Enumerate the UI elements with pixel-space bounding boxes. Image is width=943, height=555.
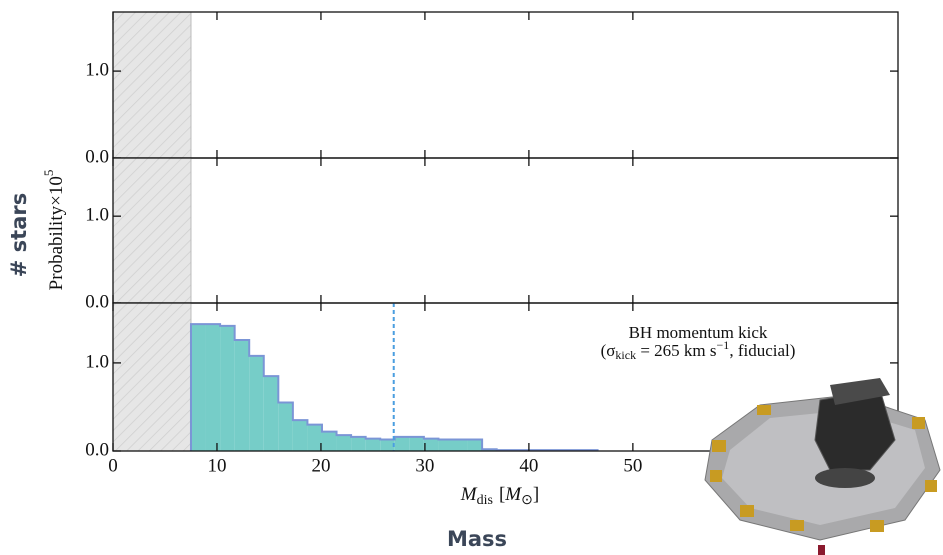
x-tick-label: 20 xyxy=(311,455,330,476)
x-label-open: [ xyxy=(499,484,505,505)
histogram-bar xyxy=(292,420,308,451)
plot-area: 0.0 1.0 0.0 1.0 0.0 1.0 0 10 20 30 40 50 xyxy=(85,11,899,476)
histogram-bar xyxy=(307,424,322,451)
outer-y-label: # stars xyxy=(7,193,31,277)
x-tick-label: 40 xyxy=(519,455,538,476)
histogram-bar xyxy=(263,376,279,451)
y-tick-label: 0.0 xyxy=(85,439,109,460)
y-tick-label: 0.0 xyxy=(85,291,109,312)
histogram-bar xyxy=(467,439,483,451)
x-label-symbol: M xyxy=(460,484,478,505)
histogram-bar xyxy=(438,439,453,451)
histogram-bar xyxy=(321,431,337,451)
histogram-bar xyxy=(278,402,293,451)
satellite-image xyxy=(704,378,941,555)
x-label-sub: dis xyxy=(477,493,493,508)
histogram-bar xyxy=(380,439,395,451)
histogram-bar xyxy=(220,325,235,451)
annotation-part: = 265 km s xyxy=(636,341,716,360)
annotation: BH momentum kick xyxy=(629,323,768,342)
histogram-bar xyxy=(234,340,250,451)
x-tick-label: 0 xyxy=(108,455,118,476)
excluded-region xyxy=(113,12,191,158)
y-tick-label: 1.0 xyxy=(85,351,109,372)
histogram-bar xyxy=(409,436,424,451)
excluded-region xyxy=(113,303,191,451)
outer-x-label: Mass xyxy=(447,527,507,551)
panel-frame xyxy=(112,302,899,452)
x-label: Mdis [M⊙] xyxy=(460,484,539,508)
histogram-bar xyxy=(336,435,352,451)
x-tick-label: 50 xyxy=(623,455,642,476)
histogram-bar xyxy=(365,438,381,451)
y-tick-label: 1.0 xyxy=(85,205,109,226)
x-label-close: ] xyxy=(533,484,539,505)
annotation-part: (σ xyxy=(601,341,616,360)
y-tick-label: 1.0 xyxy=(85,59,109,80)
histogram-bar xyxy=(452,439,468,451)
histogram-bar xyxy=(423,438,439,451)
histogram-bar xyxy=(249,355,264,451)
y-label-exp: 5 xyxy=(41,170,56,177)
histogram-bar xyxy=(394,436,410,451)
histogram-bar xyxy=(190,324,206,451)
x-label-unit: M xyxy=(504,484,522,505)
histogram-bar xyxy=(205,324,221,451)
y-tick-label: 0.0 xyxy=(85,146,109,167)
annotation-sub: kick xyxy=(615,348,636,362)
histogram-bar xyxy=(351,436,366,451)
panel-frame xyxy=(112,11,899,159)
y-label: Probability×105 xyxy=(41,170,67,291)
annotation: (σkick = 265 km s−1, fiducial) xyxy=(601,338,796,362)
annotation-sup: −1 xyxy=(717,338,730,352)
y-label-text: Probability×10 xyxy=(46,176,67,290)
panel-frame xyxy=(112,157,899,304)
x-tick-label: 10 xyxy=(207,455,226,476)
histogram-outline xyxy=(189,323,599,452)
x-label-unit-sub: ⊙ xyxy=(521,493,533,508)
excluded-region xyxy=(113,158,191,303)
annotation-part: , fiducial) xyxy=(729,341,795,360)
x-tick-label: 30 xyxy=(415,455,434,476)
